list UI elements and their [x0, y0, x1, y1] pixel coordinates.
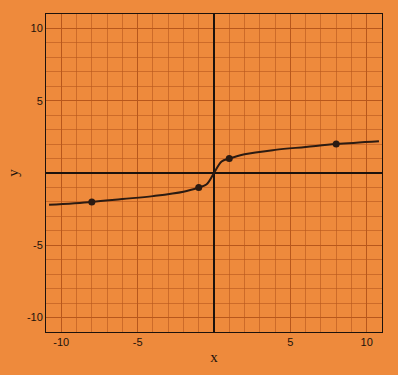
svg-text:-10: -10 — [27, 311, 43, 323]
svg-text:-10: -10 — [53, 336, 69, 348]
svg-text:10: 10 — [361, 336, 373, 348]
svg-text:5: 5 — [37, 95, 43, 107]
svg-text:y: y — [5, 169, 21, 177]
svg-text:10: 10 — [31, 22, 43, 34]
svg-text:5: 5 — [287, 336, 293, 348]
svg-text:-5: -5 — [33, 239, 43, 251]
svg-text:-5: -5 — [133, 336, 143, 348]
svg-text:x: x — [210, 349, 218, 365]
